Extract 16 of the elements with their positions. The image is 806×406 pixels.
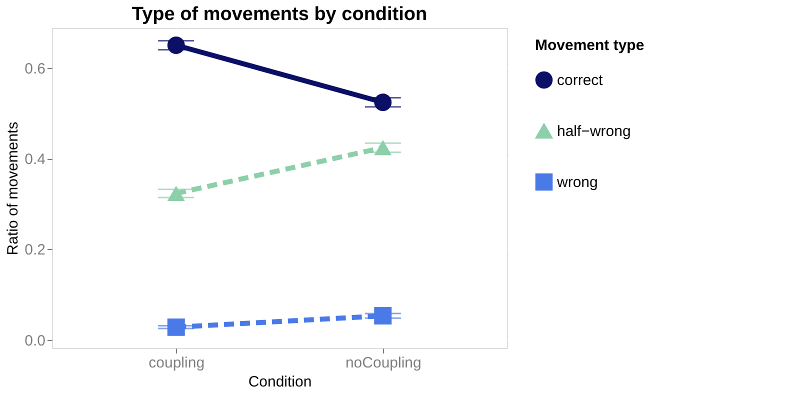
legend-label: half−wrong bbox=[557, 123, 631, 140]
point bbox=[374, 140, 392, 156]
y-tick-label: 0.2 bbox=[24, 242, 46, 259]
legend-title: Movement type bbox=[535, 37, 644, 54]
x-tick-label: noCoupling bbox=[345, 354, 422, 372]
y-axis-title: Ratio of movements bbox=[4, 122, 22, 256]
legend-label: wrong bbox=[556, 174, 598, 191]
x-tick-label: coupling bbox=[148, 354, 205, 372]
y-tick-label: 0.6 bbox=[24, 60, 46, 78]
chart-title: Type of movements by condition bbox=[132, 4, 428, 25]
point bbox=[374, 94, 392, 111]
x-axis-title: Condition bbox=[248, 374, 312, 390]
point bbox=[167, 36, 185, 54]
legend-label: correct bbox=[557, 72, 604, 89]
y-tick-label: 0.0 bbox=[24, 332, 46, 350]
y-tick-label: 0.4 bbox=[24, 151, 46, 168]
